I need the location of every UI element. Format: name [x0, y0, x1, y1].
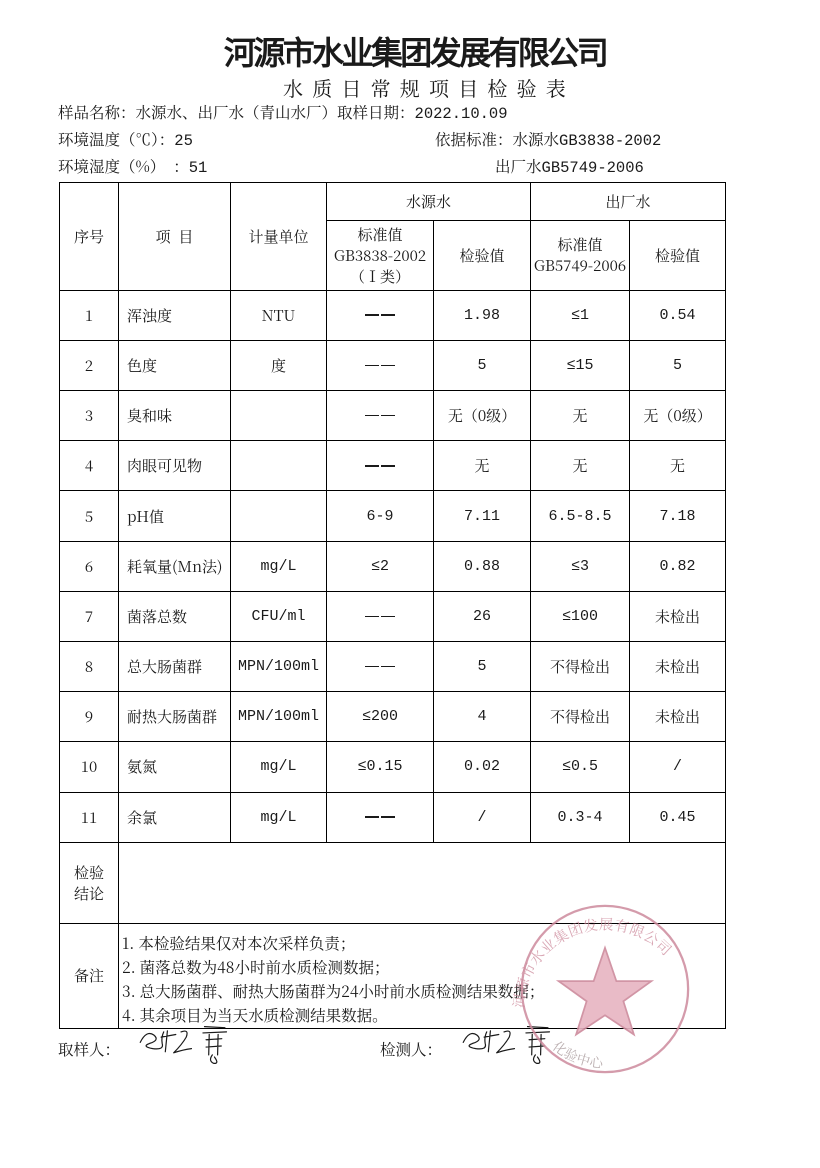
- svg-text:化验中心: 化验中心: [549, 1035, 605, 1072]
